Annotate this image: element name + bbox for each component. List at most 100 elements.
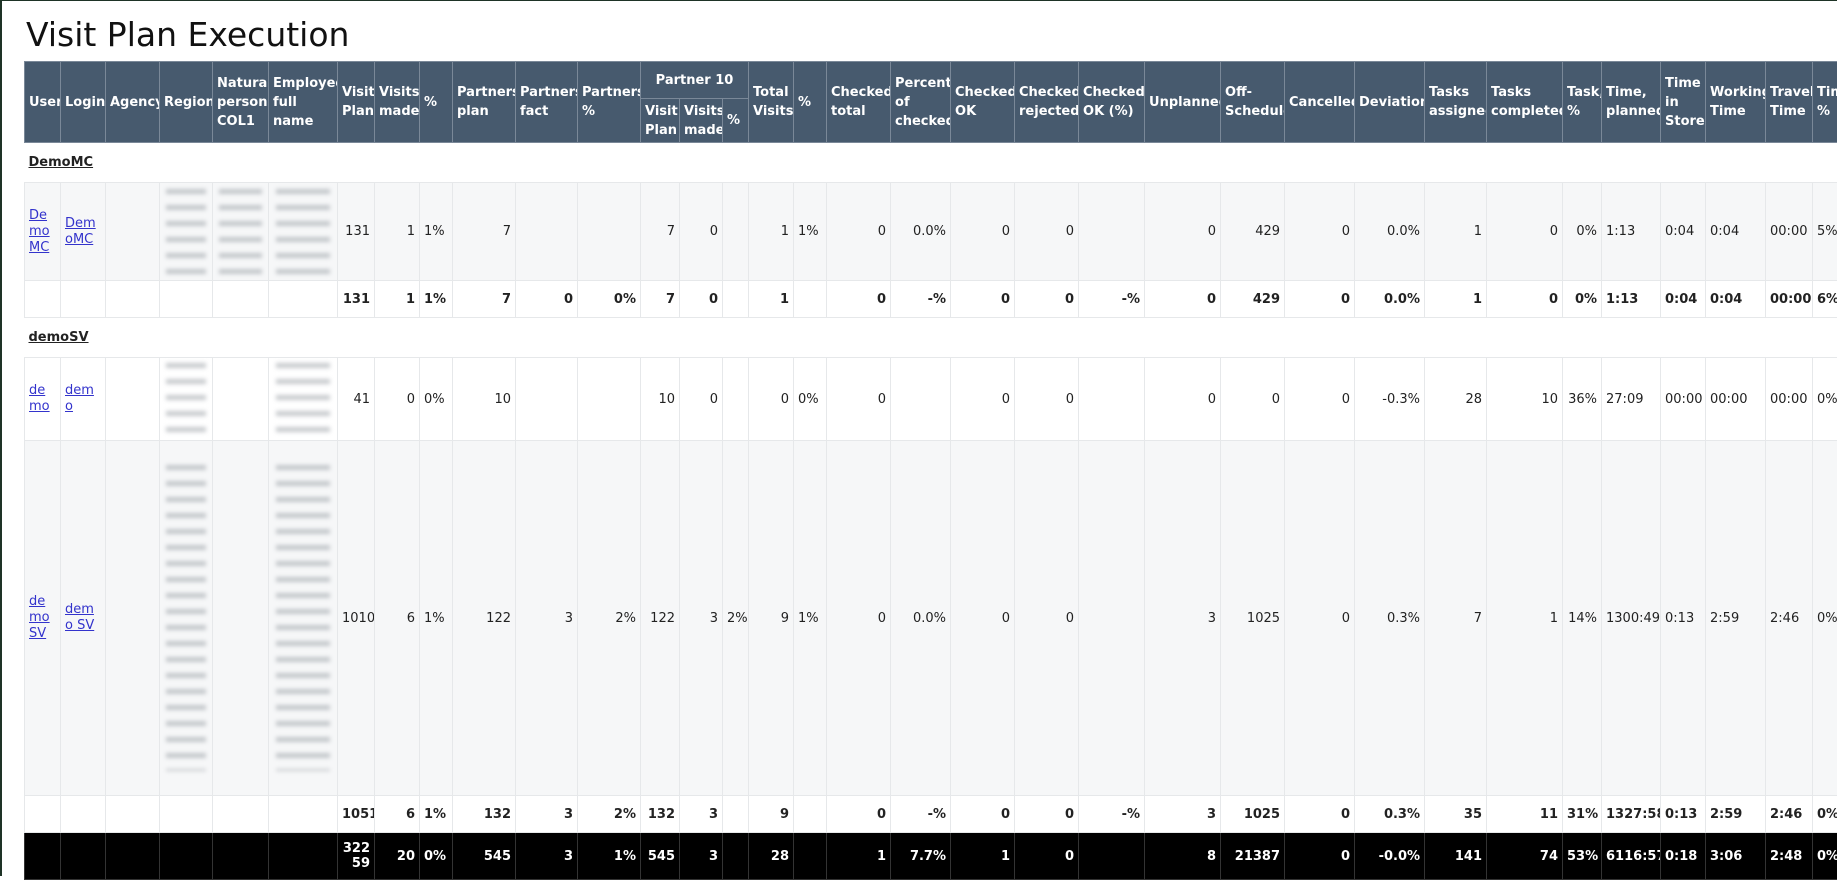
value-cell: 132 bbox=[641, 796, 680, 833]
value-cell: 1% bbox=[420, 441, 453, 796]
column-header: Agency bbox=[106, 62, 160, 143]
column-header: Tasks assigned bbox=[1425, 62, 1487, 143]
value-cell: 0 bbox=[1145, 183, 1221, 281]
value-cell: 31% bbox=[1563, 796, 1602, 833]
user-link[interactable]: demo SV bbox=[29, 594, 50, 641]
value-cell: 0 bbox=[516, 281, 578, 318]
value-cell: 0% bbox=[1813, 441, 1837, 796]
value-cell: 0 bbox=[1015, 183, 1079, 281]
value-cell bbox=[1079, 183, 1145, 281]
column-header: Login bbox=[61, 62, 106, 143]
value-cell: 0 bbox=[1285, 281, 1355, 318]
column-header: Checked, rejected bbox=[1015, 62, 1079, 143]
value-cell: -% bbox=[891, 281, 951, 318]
value-cell: 1% bbox=[420, 281, 453, 318]
value-cell: 0% bbox=[1563, 281, 1602, 318]
value-cell: 2% bbox=[578, 441, 641, 796]
empty-cell bbox=[25, 833, 61, 880]
value-cell bbox=[723, 833, 749, 880]
value-cell: 1 bbox=[749, 183, 794, 281]
value-cell: 0 bbox=[1015, 358, 1079, 441]
login-link[interactable]: DemoMC bbox=[65, 216, 96, 247]
column-header: Travel Time bbox=[1766, 62, 1813, 143]
value-cell: 0:04 bbox=[1706, 281, 1766, 318]
value-cell: 0 bbox=[1015, 441, 1079, 796]
login-link[interactable]: demo bbox=[65, 383, 94, 414]
value-cell: 11 bbox=[1487, 796, 1563, 833]
value-cell: 6 bbox=[375, 796, 420, 833]
value-cell: 0 bbox=[1285, 441, 1355, 796]
value-cell bbox=[794, 281, 827, 318]
value-cell: 3 bbox=[516, 833, 578, 880]
value-cell: 0 bbox=[1015, 796, 1079, 833]
value-cell: 9 bbox=[749, 796, 794, 833]
value-cell bbox=[723, 183, 749, 281]
value-cell: 36% bbox=[1563, 358, 1602, 441]
value-cell: 0 bbox=[827, 796, 891, 833]
value-cell: 0 bbox=[375, 358, 420, 441]
region-cell bbox=[160, 441, 213, 796]
value-cell: 1% bbox=[420, 183, 453, 281]
value-cell: 0:13 bbox=[1661, 441, 1706, 796]
empty-cell bbox=[25, 796, 61, 833]
employee-cell bbox=[269, 441, 338, 796]
column-header: Partners fact bbox=[516, 62, 578, 143]
value-cell: 0% bbox=[1813, 833, 1837, 880]
value-cell bbox=[578, 183, 641, 281]
column-header: Deviation bbox=[1355, 62, 1425, 143]
value-cell: 3 bbox=[516, 796, 578, 833]
value-cell: 3 bbox=[1145, 441, 1221, 796]
value-cell bbox=[1079, 833, 1145, 880]
column-header: Checked, OK (%) bbox=[1079, 62, 1145, 143]
region-cell bbox=[160, 183, 213, 281]
employee-cell bbox=[269, 183, 338, 281]
value-cell bbox=[516, 183, 578, 281]
agency-cell bbox=[106, 358, 160, 441]
value-cell: 1 bbox=[375, 183, 420, 281]
redacted-text bbox=[219, 189, 261, 273]
column-header: Visits made bbox=[680, 99, 723, 143]
value-cell: 1:13 bbox=[1602, 281, 1661, 318]
value-cell: 0% bbox=[1813, 796, 1837, 833]
value-cell bbox=[891, 358, 951, 441]
value-cell: 0:04 bbox=[1661, 183, 1706, 281]
redacted-text bbox=[166, 363, 206, 434]
column-header: % bbox=[723, 99, 749, 143]
empty-cell bbox=[213, 796, 269, 833]
group-cell: demoSV bbox=[25, 318, 1837, 358]
value-cell: 429 bbox=[1221, 281, 1285, 318]
value-cell: 2:48 bbox=[1766, 833, 1813, 880]
user-link[interactable]: demo bbox=[29, 383, 50, 414]
value-cell: 3 bbox=[680, 833, 723, 880]
value-cell: 21387 bbox=[1221, 833, 1285, 880]
empty-cell bbox=[61, 281, 106, 318]
value-cell: 10 bbox=[1487, 358, 1563, 441]
value-cell: 2% bbox=[723, 441, 749, 796]
redacted-text bbox=[276, 189, 330, 273]
user-cell: demo SV bbox=[25, 441, 61, 796]
column-header: Working Time bbox=[1706, 62, 1766, 143]
value-cell: 2:46 bbox=[1766, 441, 1813, 796]
value-cell: 429 bbox=[1221, 183, 1285, 281]
column-header: Natural person COL1 bbox=[213, 62, 269, 143]
natural-person-cell bbox=[213, 183, 269, 281]
value-cell: 0 bbox=[1285, 833, 1355, 880]
value-cell: 0 bbox=[1285, 796, 1355, 833]
empty-cell bbox=[269, 796, 338, 833]
value-cell: 131 bbox=[338, 183, 375, 281]
value-cell: -% bbox=[1079, 796, 1145, 833]
empty-cell bbox=[213, 833, 269, 880]
value-cell: 1 bbox=[1425, 183, 1487, 281]
value-cell: 0 bbox=[1285, 183, 1355, 281]
value-cell: 0.3% bbox=[1355, 441, 1425, 796]
value-cell: 0 bbox=[827, 183, 891, 281]
value-cell: 545 bbox=[453, 833, 516, 880]
region-cell bbox=[160, 358, 213, 441]
value-cell: 0 bbox=[951, 183, 1015, 281]
value-cell: 0% bbox=[1813, 358, 1837, 441]
user-link[interactable]: DemoMC bbox=[29, 208, 50, 255]
login-link[interactable]: demo SV bbox=[65, 602, 94, 633]
column-header: Task, % bbox=[1563, 62, 1602, 143]
